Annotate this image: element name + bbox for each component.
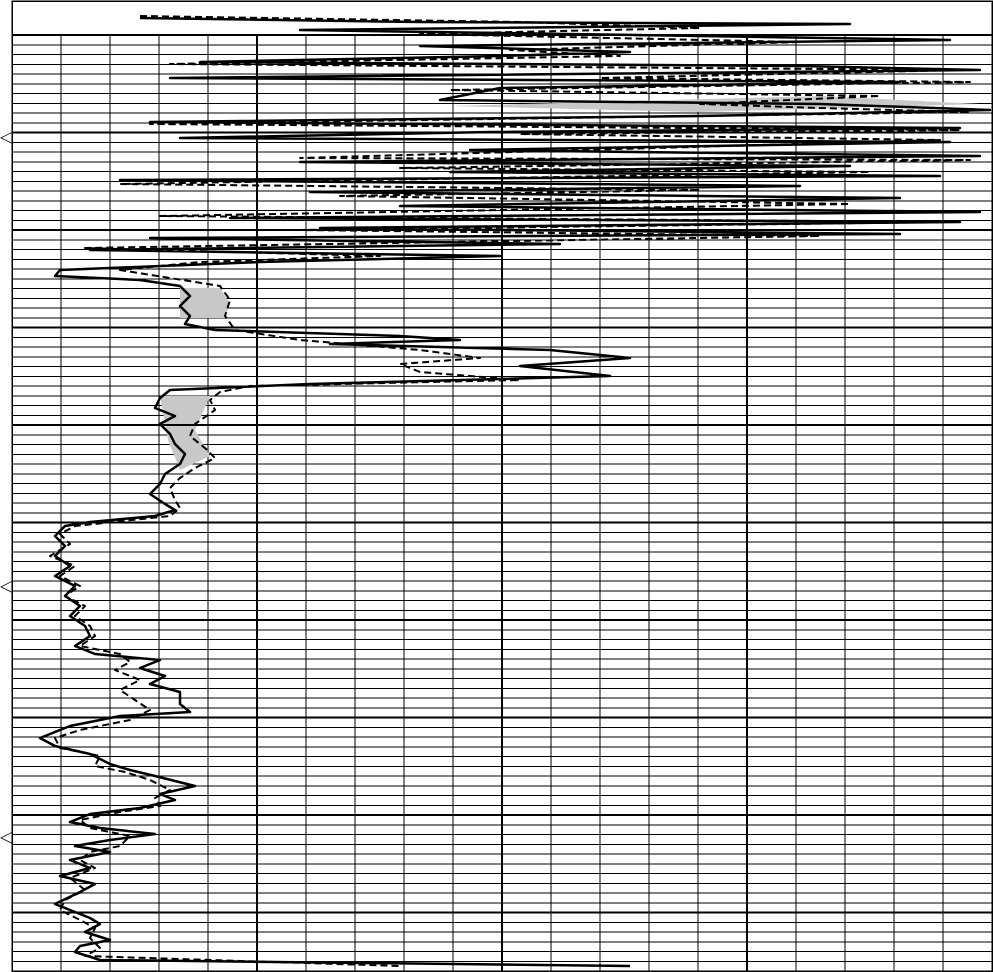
major-grid [12, 34, 992, 972]
dashed-curve [49, 15, 971, 967]
plot-frame [11, 0, 993, 972]
shaded-area [180, 288, 230, 318]
depth-marker-icon: ◁ [0, 827, 13, 846]
depth-marker-icon: ◁ [0, 127, 13, 146]
depth-markers: ◁ ◁ ◁ [0, 127, 13, 846]
depth-marker-icon: ◁ [0, 576, 13, 595]
curves [38, 15, 992, 968]
